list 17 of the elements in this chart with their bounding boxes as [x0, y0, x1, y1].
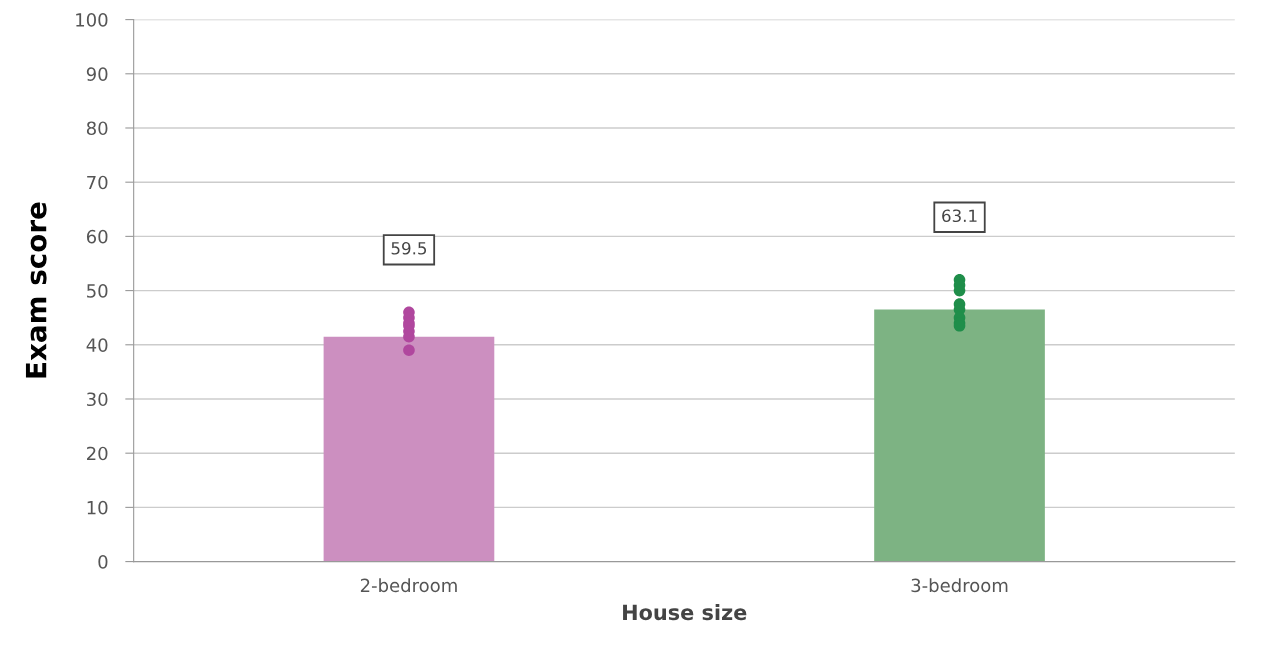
x-axis-title: House size [623, 604, 747, 621]
annotation: 59.5 [391, 241, 427, 255]
y-tick-label: 100 [76, 13, 108, 27]
y-tick-label: 90 [86, 67, 108, 81]
x-tick-label: 3-bedroom [911, 578, 1008, 593]
y-tick-label: 70 [87, 175, 108, 190]
y-tick-label: 60 [86, 229, 108, 244]
annotation: 63.1 [942, 209, 977, 223]
x-tick-label: 2-bedroom [360, 578, 457, 593]
y-tick-label: 0 [98, 555, 108, 569]
y-axis-title: Exam score [25, 202, 47, 378]
y-tick-label: 30 [87, 392, 108, 407]
y-tick-label: 50 [87, 284, 108, 298]
y-tick-label: 10 [87, 500, 108, 515]
y-tick-label: 40 [86, 338, 108, 352]
y-tick-label: 80 [86, 121, 108, 136]
y-tick-label: 20 [87, 446, 108, 461]
